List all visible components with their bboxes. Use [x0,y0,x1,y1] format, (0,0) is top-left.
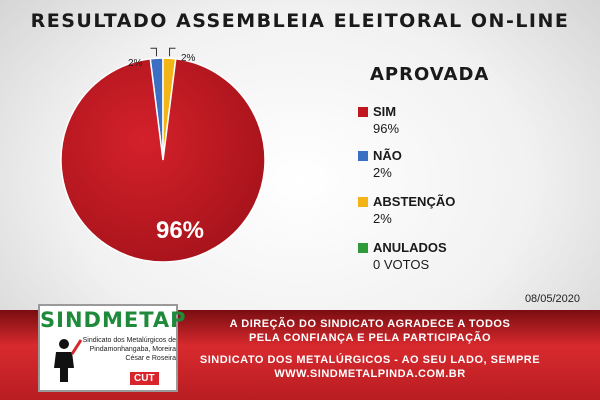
legend-swatch-nao [358,150,368,161]
pie-slice-sim [60,57,266,263]
slice-value-label-sim: 96% [156,217,204,244]
callout-line-nao [150,47,157,57]
date-label: 08/05/2020 [524,293,580,305]
logo-subtitle: Sindicato dos Metalúrgicos de Pindamonha… [82,337,176,362]
legend-item-sim: SIM 96% [358,104,399,136]
callout-label-nao: 2% [128,58,143,69]
legend-item-anulados: ANULADOS 0 VOTOS [358,240,447,272]
legend-value-abstencao: 2% [373,211,392,226]
legend-swatch-abstencao [358,196,368,207]
legend-label-abstencao: ABSTENÇÃO [373,194,456,209]
cut-badge: CUT [130,372,159,385]
worker-figure-icon [54,339,83,382]
footer-thanks-line-1: A DIREÇÃO DO SINDICATO AGRADECE A TODOS [229,318,511,330]
result-status: APROVADA [370,64,490,85]
legend-value-nao: 2% [373,165,392,180]
sindmetap-logo: SINDMETAP Sindicato dos Metalúrgicos de … [38,304,187,392]
callout-line-abstencao [169,47,176,57]
footer-slogan: SINDICATO DOS METALÚRGICOS - AO SEU LADO… [199,354,541,366]
legend-item-nao: NÃO 2% [358,148,402,180]
legend-label-nao: NÃO [373,148,402,163]
legend-value-anulados: 0 VOTOS [373,257,430,272]
legend-item-abstencao: ABSTENÇÃO 2% [358,194,455,226]
legend-label-sim: SIM [373,104,397,119]
legend-label-anulados: ANULADOS [373,240,447,255]
page-title: RESULTADO ASSEMBLEIA ELEITORAL ON-LINE [30,10,570,32]
footer-thanks-line-2: PELA CONFIANÇA E PELA PARTICIPAÇÃO [248,332,492,344]
legend-swatch-sim [358,106,368,117]
legend-value-sim: 96% [373,121,400,136]
footer-website-link[interactable]: WWW.SINDMETALPINDA.COM.BR [274,368,466,380]
legend-swatch-anulados [358,242,368,253]
logo-wordmark: SINDMETAP [40,308,187,332]
callout-label-abstencao: 2% [181,53,196,64]
